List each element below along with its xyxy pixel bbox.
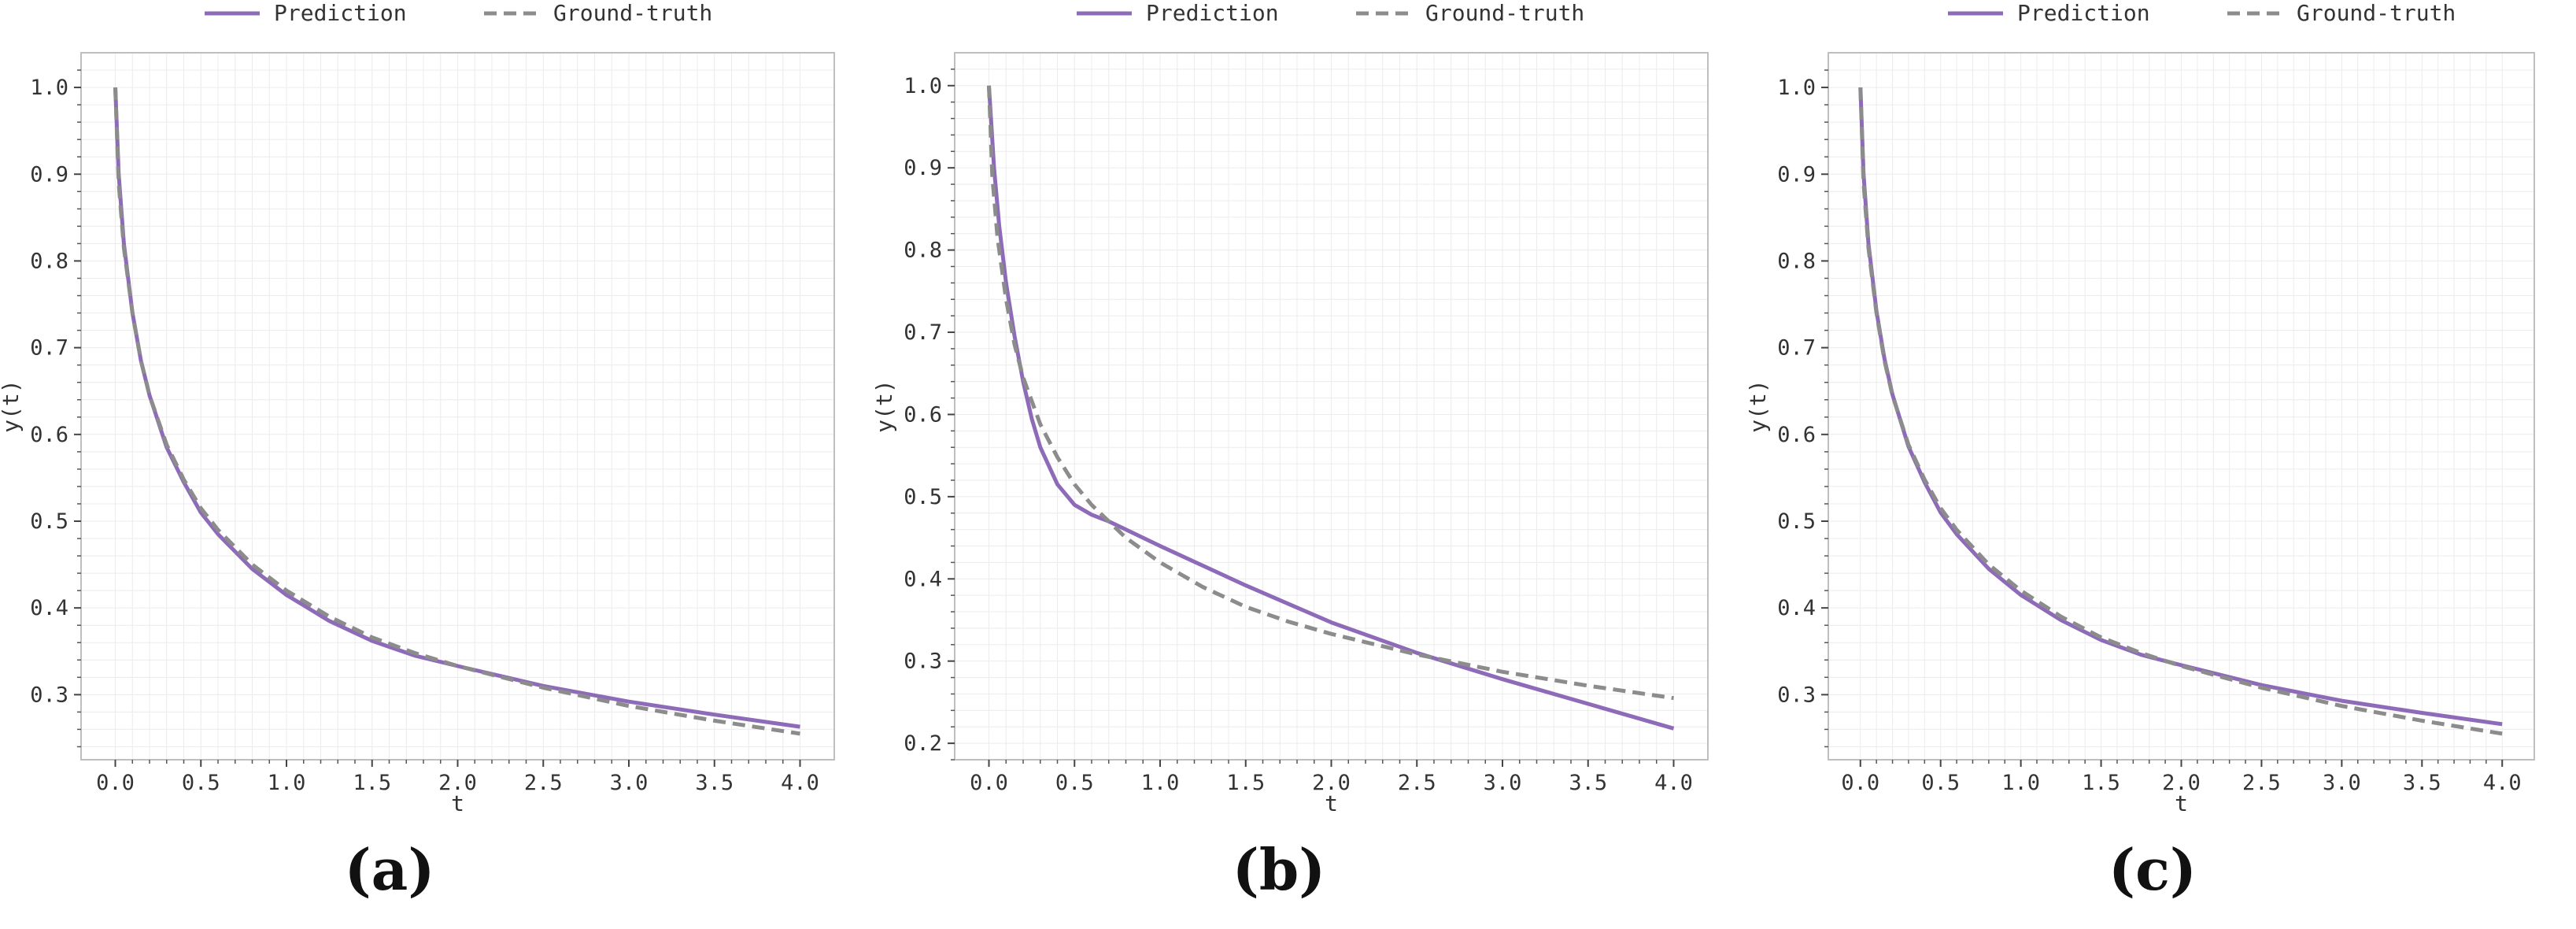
y-tick-label: 0.8 <box>1777 249 1816 273</box>
series-line-ground-truth <box>1858 87 2503 736</box>
x-tick-label: 2.5 <box>1398 771 1436 795</box>
grid <box>1828 53 2534 760</box>
legend-label-ground-truth: Ground-truth <box>553 0 712 26</box>
grid <box>955 53 1708 761</box>
y-tick-label: 0.7 <box>904 320 942 345</box>
x-tick-label: 4.0 <box>1654 771 1693 795</box>
y-axis-label: y(t) <box>1745 379 1771 432</box>
x-tick-label: 0.5 <box>1055 771 1094 795</box>
x-tick-label: 3.5 <box>2403 771 2441 795</box>
y-tick-label: 0.9 <box>30 162 68 187</box>
series-line-ground-truth <box>987 85 1674 701</box>
y-tick-label: 1.0 <box>30 76 68 100</box>
y-tick-label: 0.7 <box>1777 336 1816 361</box>
legend: Prediction Ground-truth <box>205 0 712 26</box>
panel-caption: (c) <box>2108 836 2197 903</box>
x-tick-label: 3.0 <box>1484 771 1522 795</box>
y-tick-label: 0.4 <box>904 567 942 591</box>
y-tick-label: 0.6 <box>30 423 68 447</box>
y-tick-label: 0.5 <box>1777 509 1816 534</box>
x-tick-label: 1.5 <box>353 771 391 795</box>
x-tick-label: 1.5 <box>1226 771 1265 795</box>
y-tick-label: 0.6 <box>904 402 942 427</box>
panel-caption: (b) <box>1233 836 1325 903</box>
y-tick-label: 0.5 <box>904 485 942 509</box>
panel-caption: (a) <box>345 836 435 903</box>
y-tick-label: 0.2 <box>904 731 942 756</box>
x-tick-label: 0.0 <box>96 771 135 795</box>
x-tick-label: 4.0 <box>2483 771 2522 795</box>
x-tick-label: 4.0 <box>781 771 819 795</box>
x-tick-label: 2.5 <box>2242 771 2281 795</box>
y-tick-label: 0.5 <box>30 509 68 534</box>
y-tick-label: 0.8 <box>30 249 68 273</box>
chart-panel-3: 0.0 0.5 1.0 1.5 2.0 2.5 3.0 3.5 4.0 0.3 0.4 0.5 0.6 0… <box>1745 0 2535 903</box>
legend-label-ground-truth: Ground-truth <box>1425 0 1584 26</box>
grid <box>81 53 834 760</box>
chart-panel-1: 0.0 0.5 1.0 1.5 2.0 2.5 3.0 3.5 4.0 0.3 0.4 0.5 0.6 0… <box>0 0 835 903</box>
series-line-ground-truth <box>113 87 800 736</box>
x-tick-label: 0.0 <box>970 771 1008 795</box>
x-tick-label: 3.0 <box>610 771 649 795</box>
x-tick-label: 2.0 <box>2162 771 2201 795</box>
y-tick-label: 0.8 <box>904 239 942 263</box>
legend-label-ground-truth: Ground-truth <box>2297 0 2456 26</box>
y-tick-label: 1.0 <box>1777 76 1816 100</box>
y-tick-label: 0.4 <box>1777 596 1816 620</box>
x-tick-label: 3.5 <box>695 771 734 795</box>
y-tick-label: 0.6 <box>1777 423 1816 447</box>
x-tick-label: 2.0 <box>1312 771 1351 795</box>
legend: Prediction Ground-truth <box>1948 0 2456 26</box>
y-tick-label: 0.4 <box>30 596 68 620</box>
x-tick-label: 3.0 <box>2323 771 2361 795</box>
x-axis-label: t <box>2175 790 2188 816</box>
x-tick-label: 0.0 <box>1841 771 1879 795</box>
chart-panel-2: 0.0 0.5 1.0 1.5 2.0 2.5 3.0 3.5 4.0 0.2 0.3 0.4 0.5 0… <box>871 0 1709 903</box>
x-tick-label: 0.5 <box>1921 771 1960 795</box>
x-tick-label: 2.5 <box>524 771 563 795</box>
y-tick-label: 0.9 <box>1777 162 1816 187</box>
x-tick-label: 1.0 <box>1141 771 1180 795</box>
legend-label-prediction: Prediction <box>1146 0 1279 26</box>
series-line-prediction <box>987 85 1675 731</box>
y-tick-label: 0.3 <box>30 683 68 707</box>
y-axis-label: y(t) <box>871 379 897 432</box>
x-tick-label: 3.5 <box>1569 771 1607 795</box>
y-tick-label: 0.3 <box>904 650 942 674</box>
legend: Prediction Ground-truth <box>1077 0 1584 26</box>
x-tick-label: 1.0 <box>268 771 306 795</box>
x-tick-label: 1.5 <box>2082 771 2120 795</box>
legend-label-prediction: Prediction <box>2017 0 2150 26</box>
y-axis-label: y(t) <box>0 379 24 432</box>
y-tick-label: 1.0 <box>904 74 942 98</box>
x-axis-label: t <box>451 790 464 816</box>
legend-label-prediction: Prediction <box>274 0 407 26</box>
series-line-prediction <box>1858 87 2503 727</box>
x-axis-label: t <box>1325 790 1338 816</box>
y-tick-label: 0.3 <box>1777 683 1816 707</box>
x-tick-label: 2.0 <box>438 771 477 795</box>
y-tick-label: 0.9 <box>904 156 942 180</box>
x-tick-label: 0.5 <box>182 771 220 795</box>
y-tick-label: 0.7 <box>30 336 68 361</box>
x-tick-label: 1.0 <box>2001 771 2040 795</box>
